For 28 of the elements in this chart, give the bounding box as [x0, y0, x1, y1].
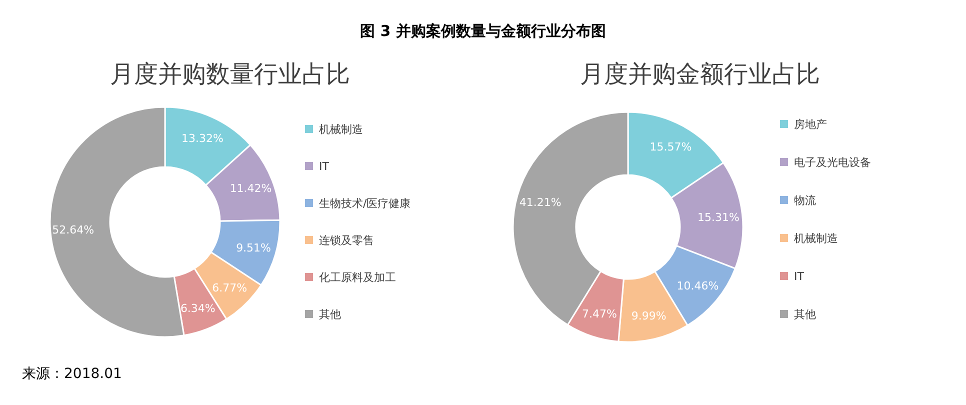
- legend-label: 生物技术/医疗健康: [319, 197, 411, 210]
- data-label: 6.34%: [180, 302, 216, 316]
- chart-subtitle: 月度并购数量行业占比: [110, 60, 350, 88]
- source-note: 来源：2018.01: [22, 366, 122, 382]
- data-label: 9.51%: [236, 242, 272, 255]
- chart-title: 月度并购金额行业占比: [580, 60, 820, 88]
- legend-label: 房地产: [794, 118, 827, 131]
- data-label: 7.47%: [582, 307, 618, 320]
- data-label: 10.46%: [676, 280, 719, 293]
- legend-label: 化工原料及加工: [319, 271, 396, 284]
- legend-label: 机械制造: [794, 232, 838, 245]
- data-label: 15.57%: [650, 140, 692, 154]
- data-label: 9.99%: [631, 310, 666, 323]
- legend-label: 连锁及零售: [319, 234, 374, 247]
- legend-label: IT: [319, 160, 330, 173]
- legend-label: 物流: [794, 194, 816, 207]
- legend-label: 其他: [794, 308, 816, 321]
- data-label: 13.32%: [181, 132, 224, 145]
- legend-label: 电子及光电设备: [794, 156, 871, 169]
- legend-label: 其他: [319, 308, 341, 321]
- data-label: 6.77%: [212, 282, 248, 295]
- text: 图 3 并购案例数量与金额行业分布图: [360, 22, 606, 40]
- data-label: 41.21%: [519, 196, 562, 210]
- legend-label: 机械制造: [319, 123, 363, 136]
- legend-label: IT: [794, 270, 804, 283]
- data-label: 15.31%: [698, 210, 740, 224]
- data-label: 11.42%: [230, 182, 272, 196]
- data-label: 52.64%: [52, 224, 94, 237]
